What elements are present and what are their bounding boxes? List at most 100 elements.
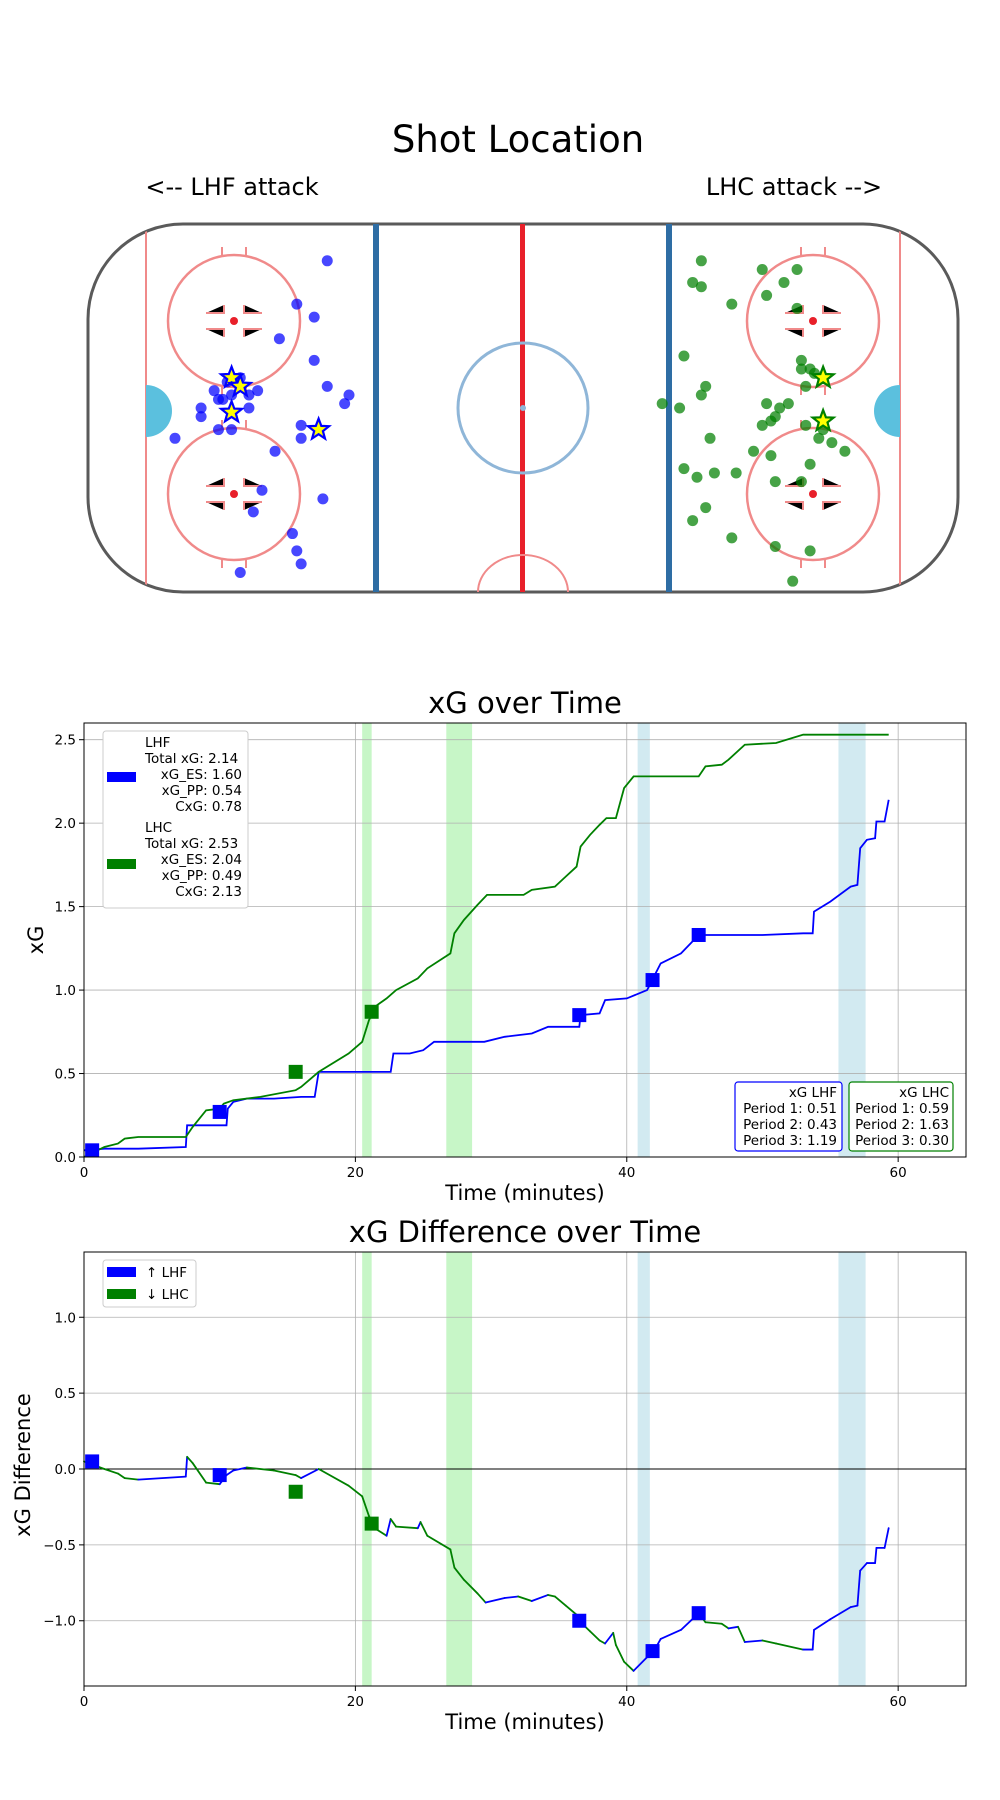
left-blue-line (373, 224, 379, 592)
lhf-legend-swatch (107, 772, 136, 782)
diff-segment (123, 1477, 140, 1481)
svg-text:xG LHC: xG LHC (899, 1085, 949, 1101)
diff-segment (859, 1562, 868, 1572)
diff-segment (856, 1569, 862, 1607)
lhf-goal-marker (572, 1613, 587, 1628)
lhf-shot-point (308, 354, 320, 366)
diff-segment (547, 1594, 556, 1598)
lhf-goal-star (226, 372, 254, 398)
lhc-shot-point (800, 419, 812, 431)
y-tick-label: −0.5 (43, 1538, 76, 1554)
lhc-shot-point (761, 398, 773, 410)
power-play-band (446, 723, 473, 1157)
lhf-goal-marker (85, 1143, 100, 1158)
x-tick-label: 60 (890, 1165, 907, 1181)
diff-segment (503, 1595, 520, 1599)
lhc-shot-point (678, 463, 690, 475)
lhf-shot-point (243, 402, 255, 414)
diff-segment (137, 1475, 187, 1481)
diff-segment (395, 1525, 419, 1530)
lhc-shot-point (674, 402, 686, 414)
y-tick-label: 0.0 (55, 1462, 76, 1478)
diff-legend: ↑ LHF ↓ LHC (102, 1259, 197, 1308)
rink-title: Shot Location (392, 118, 644, 161)
lhc-shot-point (774, 402, 786, 414)
diff-segment (484, 1597, 506, 1604)
diff-segment (389, 1518, 397, 1528)
y-tick-label: 0.5 (55, 1386, 76, 1402)
xg-difference-chart: 0 20 40 60 −1.0 −0.5 0.0 0.5 1.0 (43, 1251, 967, 1710)
lhc-shot-point (726, 532, 738, 544)
svg-text:Period 2: 1.63: Period 2: 1.63 (855, 1117, 949, 1133)
lhf-goal-marker (212, 1468, 227, 1483)
lhf-shot-point (213, 424, 224, 436)
diff-segment (849, 1604, 859, 1608)
lhf-shot-point (343, 389, 355, 401)
legend-lhc-total: Total xG: 2.53 (144, 836, 238, 852)
lhc-shot-point (700, 380, 712, 392)
lhc-shot-point (730, 467, 742, 479)
left-goal-crease (146, 385, 172, 437)
diff-segment (205, 1481, 221, 1486)
diff-segment (811, 1628, 815, 1651)
diff-segment (186, 1455, 194, 1464)
plot-frame (83, 722, 967, 1158)
diff-segment (191, 1462, 208, 1484)
lhf-shot-point (252, 385, 264, 397)
lhc-goal-marker (288, 1064, 303, 1079)
y-tick-label: 2.5 (55, 733, 76, 749)
lhc-goal-marker (364, 1516, 379, 1531)
lhf-shot-point (321, 380, 333, 392)
center-circle (456, 341, 590, 475)
lhf-goal-star (218, 398, 245, 424)
lhc-shot-point (804, 545, 816, 557)
diff-segment (737, 1625, 746, 1643)
diff-segment (245, 1466, 275, 1472)
diff-segment (385, 1518, 392, 1537)
lhc-shot-point (695, 281, 707, 293)
lhf-shot-point (339, 398, 351, 410)
lhc-shot-point (756, 263, 768, 275)
diff-segment (604, 1631, 615, 1645)
lhf-goal-marker (212, 1104, 227, 1119)
legend-up-lhf: ↑ LHF (146, 1265, 187, 1281)
lhf-shot-point (291, 545, 303, 557)
lhf-shot-point (291, 298, 303, 310)
lhc-shot-point (804, 458, 816, 470)
x-tick-label: 20 (347, 1694, 364, 1710)
lhc-shot-point (795, 354, 807, 366)
center-dot (520, 405, 526, 411)
diff-x-axis-label: Time (minutes) (444, 1710, 604, 1734)
lhf-shot-point (269, 445, 281, 457)
lhc-goal-marker (288, 1484, 303, 1499)
lhc-shot-point (778, 276, 790, 288)
legend-lhf-es: xG_ES: 1.60 (161, 767, 242, 783)
lhf-shot-point (217, 393, 229, 405)
lhc-shot-point (787, 575, 799, 587)
lhf-shot-point (247, 506, 259, 518)
lhc-shot-point (791, 263, 803, 275)
diff-segment (761, 1639, 777, 1645)
diff-segment (883, 1527, 890, 1549)
x-tick-label: 20 (347, 1165, 364, 1181)
diff-segment (632, 1656, 649, 1672)
diff-segment (813, 1618, 832, 1631)
lhf-attack-label: <-- LHF attack (145, 173, 318, 201)
diff-segment (553, 1595, 567, 1607)
right-goal-crease (874, 385, 900, 437)
hockey-rink (86, 222, 960, 594)
lhf-shot-point (169, 432, 181, 444)
lhc-shot-point (800, 380, 812, 392)
legend-lhc-name: LHC (145, 820, 172, 836)
lhf-goal-marker (691, 927, 706, 942)
lhc-shot-point (782, 398, 794, 410)
faceoff-dots (230, 317, 817, 498)
lhf-goal-star (305, 415, 332, 442)
diff-segment (419, 1521, 429, 1537)
lhc-goal-marker (364, 1004, 379, 1019)
lhf-shot-point (295, 558, 307, 570)
diff-segment (453, 1566, 465, 1581)
lhf-shot-point (234, 567, 246, 579)
svg-text:Period 3: 1.19: Period 3: 1.19 (743, 1133, 837, 1149)
diff-segment (232, 1466, 248, 1472)
